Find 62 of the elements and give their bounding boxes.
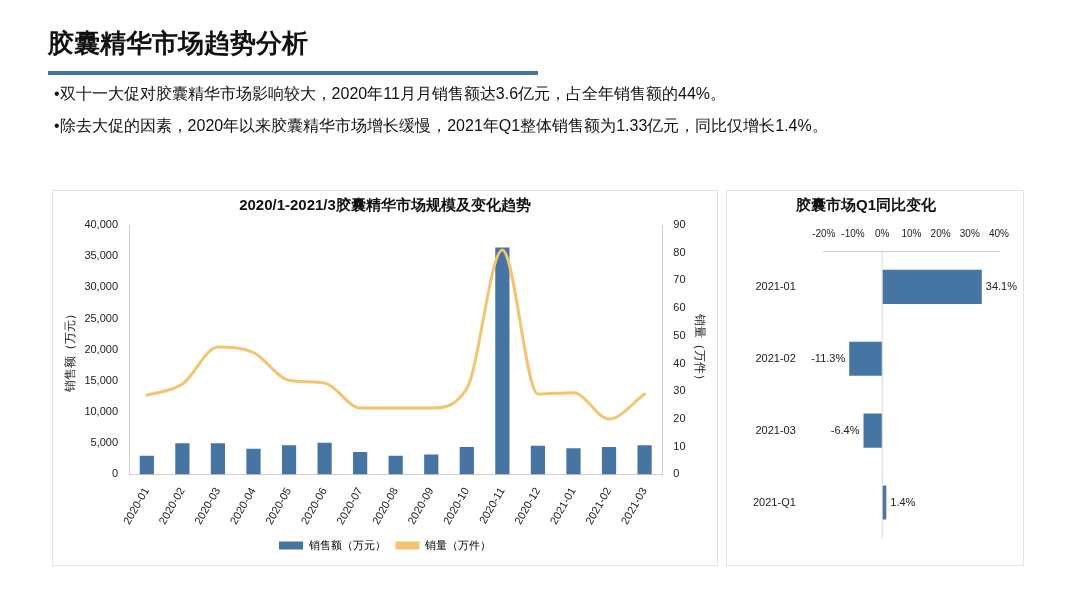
y-axis-title: 销售额（万元） — [62, 307, 77, 393]
y-tick-label: 5,000 — [90, 436, 119, 449]
text: •双十一大促对胶囊精华市场影响较大，2020年11月月销售额达3.6亿元，占全年销售额的44%。 — [54, 84, 727, 104]
bar — [175, 443, 190, 475]
data-label: -11.3% — [811, 351, 846, 364]
bar — [281, 445, 297, 475]
bar — [601, 447, 617, 475]
x-tick-label: 0% — [874, 227, 890, 239]
y-tick-label: 15,000 — [84, 373, 119, 386]
y2-tick-label: 60 — [673, 301, 686, 314]
text: •除去大促的因素，2020年以来胶囊精华市场增长缓慢，2021年Q1整体销售额为1.33亿元，同比仅增长1.4%。 — [54, 116, 828, 136]
bar — [637, 445, 652, 475]
bar — [863, 413, 883, 448]
x-tick-label: -10% — [841, 227, 865, 239]
bar — [139, 455, 154, 475]
text: 胶囊精华市场趋势分析 — [48, 27, 308, 60]
y2-tick-label: 50 — [673, 328, 686, 341]
y2-tick-label: 70 — [673, 273, 686, 286]
y2-tick-label: 10 — [673, 439, 686, 452]
bar — [882, 269, 982, 304]
line-series — [145, 248, 647, 421]
bar — [388, 455, 403, 475]
bar — [495, 247, 510, 475]
legend-label: 销售额（万元） — [307, 538, 386, 551]
x-tick-label: 30% — [959, 227, 980, 239]
bar — [246, 448, 261, 475]
y2-tick-label: 90 — [673, 218, 686, 231]
chart-title: 胶囊市场Q1同比变化 — [794, 196, 937, 214]
y-tick-label: 25,000 — [84, 311, 119, 324]
data-label: 34.1% — [985, 279, 1018, 292]
y2-tick-label: 30 — [673, 384, 686, 397]
bar — [317, 442, 332, 475]
y2-tick-label: 20 — [673, 412, 686, 425]
bar — [566, 448, 581, 475]
y-tick-label: 10,000 — [84, 405, 119, 418]
y2-tick-label: 0 — [673, 467, 680, 480]
bar — [459, 447, 474, 475]
y-tick-label: 2021-01 — [755, 279, 796, 292]
y2-tick-label: 80 — [673, 245, 686, 258]
y-tick-label: 35,000 — [84, 249, 119, 262]
x-tick-label: -20% — [812, 227, 836, 239]
y-tick-label: 2021-Q1 — [753, 495, 796, 508]
data-label: -6.4% — [830, 423, 860, 436]
x-tick-label: 10% — [901, 227, 922, 239]
chart-title: 2020/1-2021/3胶囊精华市场规模及变化趋势 — [239, 196, 531, 214]
y-tick-label: 2021-02 — [755, 351, 796, 364]
bar — [424, 454, 439, 475]
y-tick-label: 2021-03 — [755, 423, 796, 436]
bar — [849, 341, 883, 376]
bar — [210, 443, 226, 475]
x-tick-label: 20% — [930, 227, 951, 239]
y-tick-label: 20,000 — [84, 342, 119, 355]
bar — [353, 451, 368, 475]
y2-axis-title: 销量（万件） — [693, 312, 708, 386]
legend-label: 销量（万件） — [424, 538, 491, 551]
bar — [530, 445, 546, 475]
x-tick-label: 40% — [988, 227, 1010, 239]
data-label: 1.4% — [890, 495, 916, 508]
y2-tick-label: 40 — [673, 356, 686, 369]
y-tick-label: 0 — [111, 467, 119, 480]
y-tick-label: 30,000 — [84, 280, 119, 293]
y-tick-label: 40,000 — [84, 218, 119, 231]
